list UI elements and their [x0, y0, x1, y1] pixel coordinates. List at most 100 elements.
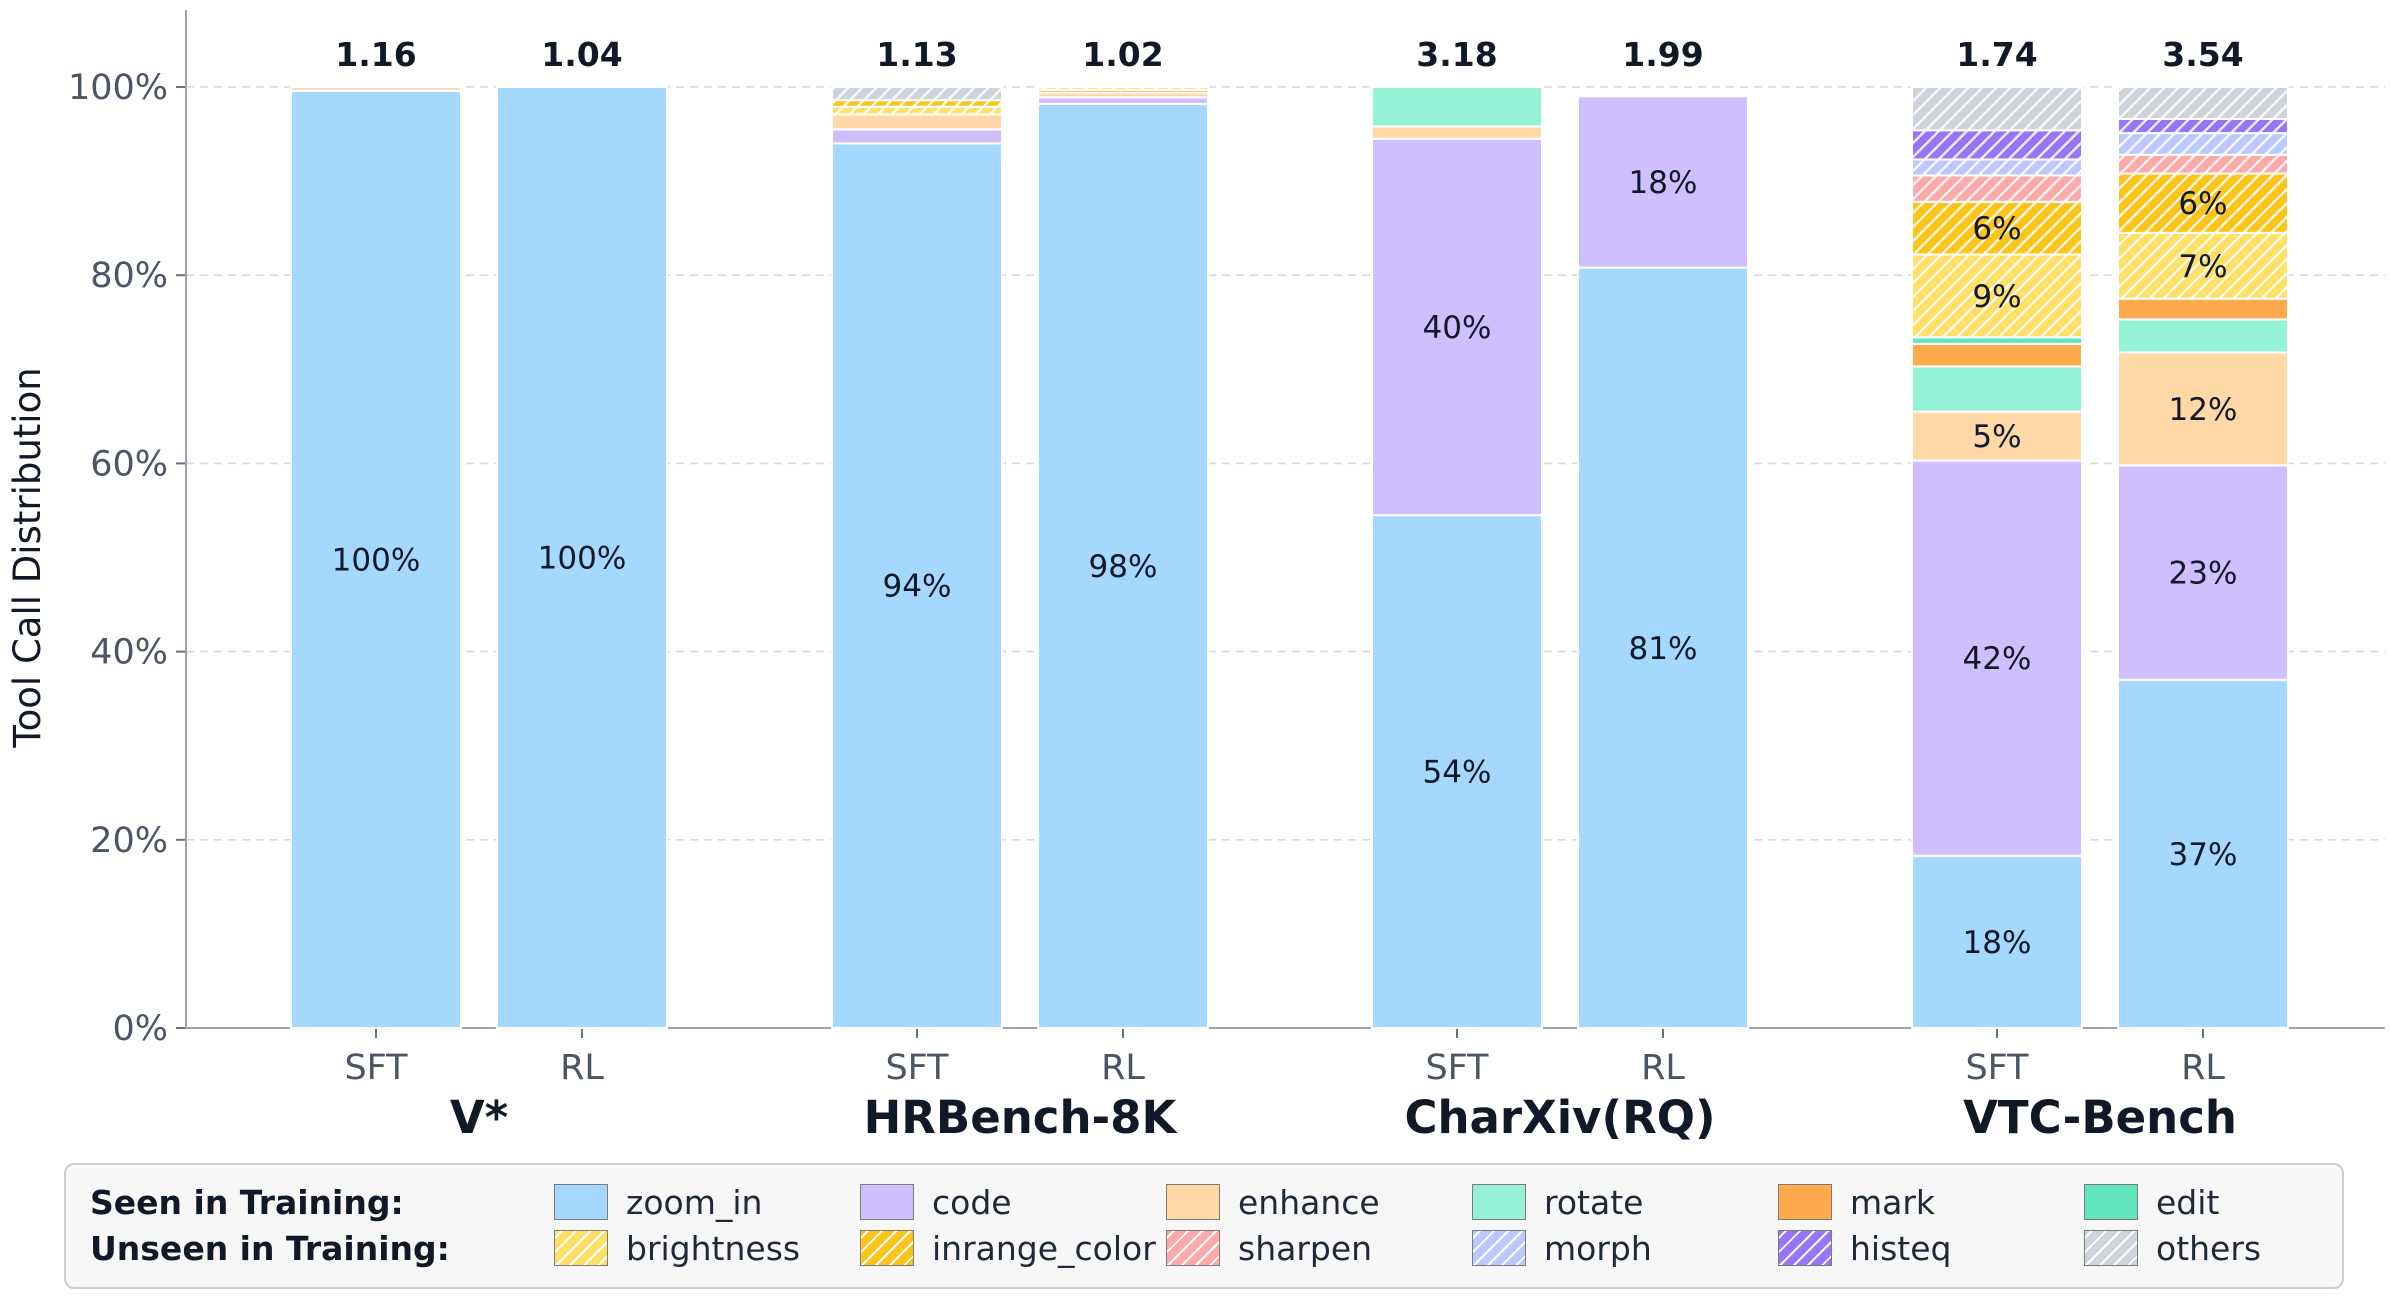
segment-value-label: 100%	[538, 541, 627, 577]
bar-segment-zoom-in	[1577, 266, 1749, 1029]
bar-segment-code	[1911, 459, 2083, 857]
bar-total-label: 1.16	[335, 35, 416, 74]
segment-value-label: 12%	[2169, 392, 2238, 428]
bar-segment-morph	[2117, 132, 2289, 156]
labels: 0% 20% 40% 60% 80% 100% Tool Call Distribution…	[6, 35, 2244, 1144]
legend-swatch	[860, 1230, 914, 1266]
legend-swatch	[554, 1230, 608, 1266]
bar-segment-code	[831, 128, 1003, 145]
segment-value-label: 98%	[1089, 549, 1158, 585]
bar-total-label: 1.04	[541, 35, 622, 74]
bar-segment-zoom-in	[1037, 102, 1209, 1030]
bar-segment-zoom-in	[1371, 514, 1543, 1029]
y-tick-label: 20%	[90, 821, 168, 861]
legend-item-code: code	[860, 1183, 1012, 1222]
segment-value-label: 7%	[2178, 249, 2227, 285]
segment-value-label: 6%	[2178, 186, 2227, 222]
bar-total-label: 3.18	[1416, 35, 1497, 74]
legend-label: rotate	[1544, 1182, 1644, 1222]
segment-value-label: 81%	[1629, 631, 1698, 667]
bar-segment-sharpen	[2117, 153, 2289, 175]
bar-segment-histeq	[2117, 117, 2289, 135]
bar-segment-enhance	[2117, 351, 2289, 467]
legend-swatch	[860, 1184, 914, 1220]
segment-value-label: 54%	[1423, 755, 1492, 791]
legend-swatch	[1472, 1230, 1526, 1266]
y-tick-label: 0%	[112, 1009, 168, 1049]
bar-segment-enhance	[290, 86, 462, 92]
legend-item-brightness: brightness	[554, 1229, 800, 1268]
bar-total-label: 1.13	[876, 35, 957, 74]
group-label: CharXiv(RQ)	[1404, 1091, 1715, 1144]
legend-heading-unseen: Unseen in Training:	[90, 1228, 450, 1268]
x-tick-label: RL	[560, 1048, 604, 1088]
bar-segment-enhance	[831, 113, 1003, 131]
segment-value-label: 40%	[1423, 310, 1492, 346]
bar-segment-brightness	[1911, 253, 2083, 339]
legend-swatch	[1778, 1184, 1832, 1220]
bar-total-label: 3.54	[2162, 35, 2243, 74]
legend-item-zoom-in: zoom_in	[554, 1183, 762, 1222]
segment-value-label: 9%	[1972, 279, 2021, 315]
bar-segment-brightness	[1037, 86, 1209, 91]
y-axis-label: Tool Call Distribution	[6, 367, 49, 748]
bar-segment-code	[1371, 137, 1543, 517]
group-label: VTC-Bench	[1963, 1091, 2237, 1144]
x-tick-label: SFT	[885, 1048, 949, 1088]
bar-segment-zoom-in	[290, 89, 462, 1030]
bar-segment-rotate	[1911, 365, 2083, 413]
bar-segment-inrange-color	[2117, 172, 2289, 234]
bar-total-label: 1.99	[1622, 35, 1703, 74]
legend-label: morph	[1544, 1228, 1652, 1268]
bar-segment-mark	[2117, 297, 2289, 321]
bar-segment-mark	[1911, 342, 2083, 368]
legend-label: enhance	[1238, 1182, 1380, 1222]
stacked-bar-chart: 0% 20% 40% 60% 80% 100% Tool Call Distribution…	[6, 10, 2385, 1144]
legend-swatch	[2084, 1184, 2138, 1220]
bar-segment-enhance	[1371, 125, 1543, 140]
legend-label: mark	[1850, 1182, 1936, 1222]
legend-item-others: others	[2084, 1229, 2261, 1268]
legend-item-edit: edit	[2084, 1183, 2219, 1222]
segment-value-label: 6%	[1972, 211, 2021, 247]
bar-segment-zoom-in	[496, 86, 668, 1029]
legend-label: brightness	[626, 1228, 801, 1268]
x-tick-label: SFT	[1425, 1048, 1489, 1088]
group-label: V*	[450, 1091, 508, 1144]
segment-value-label: 18%	[1963, 925, 2032, 961]
segment-value-label: 5%	[1972, 419, 2021, 455]
segment-value-label: 23%	[2169, 556, 2238, 592]
y-tick-label: 80%	[90, 256, 168, 296]
legend-swatch	[1472, 1184, 1526, 1220]
segment-value-label: 18%	[1629, 165, 1698, 201]
legend-label: histeq	[1850, 1228, 1952, 1268]
legend-swatch	[2084, 1230, 2138, 1266]
bar-segment-rotate	[1371, 86, 1543, 128]
bar-segment-code	[2117, 464, 2289, 681]
x-tick-label: SFT	[344, 1048, 408, 1088]
legend-heading-seen: Seen in Training:	[90, 1182, 404, 1222]
bars	[290, 86, 2289, 1030]
bar-total-label: 1.02	[1082, 35, 1163, 74]
bar-segment-others	[831, 86, 1003, 102]
bar-total-label: 1.74	[1956, 35, 2037, 74]
bar-segment-sharpen	[1911, 174, 2083, 203]
bar-segment-zoom-in	[831, 142, 1003, 1029]
y-tick-label: 40%	[90, 633, 168, 673]
bar-segment-others	[1911, 86, 2083, 132]
segment-value-label: 37%	[2169, 837, 2238, 873]
bar-segment-zoom-in	[1911, 854, 2083, 1029]
bar-segment-brightness	[831, 105, 1003, 116]
x-tick-label: SFT	[1965, 1048, 2029, 1088]
legend: Seen in Training: zoom_in code enhance rota…	[64, 1163, 2344, 1289]
bar-segment-morph	[1911, 158, 2083, 177]
legend-label: sharpen	[1238, 1228, 1373, 1268]
legend-item-sharpen: sharpen	[1166, 1229, 1372, 1268]
legend-swatch	[1778, 1230, 1832, 1266]
y-tick-label: 100%	[68, 68, 168, 108]
x-tick-label: RL	[2181, 1048, 2225, 1088]
legend-item-rotate: rotate	[1472, 1183, 1643, 1222]
x-tick-label: RL	[1101, 1048, 1145, 1088]
segment-value-label: 94%	[883, 569, 952, 605]
legend-label: code	[932, 1182, 1012, 1222]
